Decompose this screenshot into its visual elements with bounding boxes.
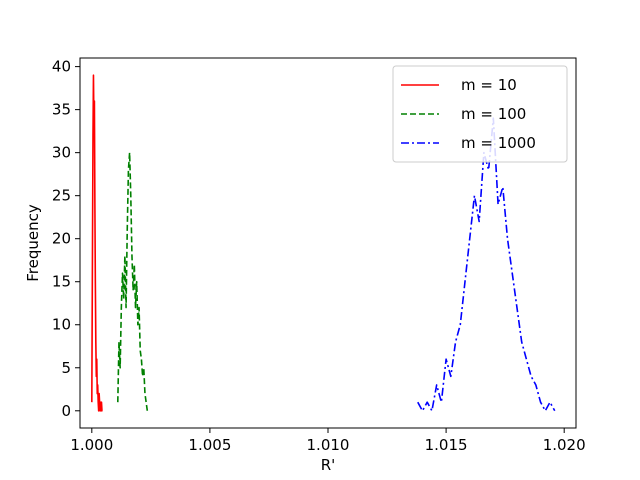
x-tick-label: 1.010 [307,436,350,454]
x-tick-label: 1.015 [425,436,468,454]
legend: m = 10 m = 100 m = 1000 [392,65,568,163]
x-tick-label: 1.020 [543,436,586,454]
y-axis-label: Frequency [24,204,42,282]
legend-label-3: m = 1000 [461,134,536,152]
y-tick-label: 0 [61,402,71,420]
y-tick-label: 25 [52,187,71,205]
legend-label-2: m = 100 [461,105,526,123]
y-tick-label: 40 [52,58,71,76]
axes-frame [79,57,577,429]
legend-box [392,65,568,163]
y-tick-label: 35 [52,101,71,119]
x-axis-label: R' [321,456,336,474]
x-tick-label: 1.005 [188,436,231,454]
x-axis-ticks: 1.000 1.005 1.010 1.015 1.020 [70,428,586,454]
y-tick-label: 30 [52,144,71,162]
legend-label-1: m = 10 [461,76,517,94]
y-tick-label: 15 [52,273,71,291]
y-tick-label: 5 [61,359,71,377]
y-axis-ticks: 0 5 10 15 20 25 30 35 40 [52,58,80,420]
y-tick-label: 20 [52,230,71,248]
y-tick-label: 10 [52,316,71,334]
series-line-1 [91,74,103,412]
x-tick-label: 1.000 [70,436,113,454]
series-line-2 [116,151,149,411]
